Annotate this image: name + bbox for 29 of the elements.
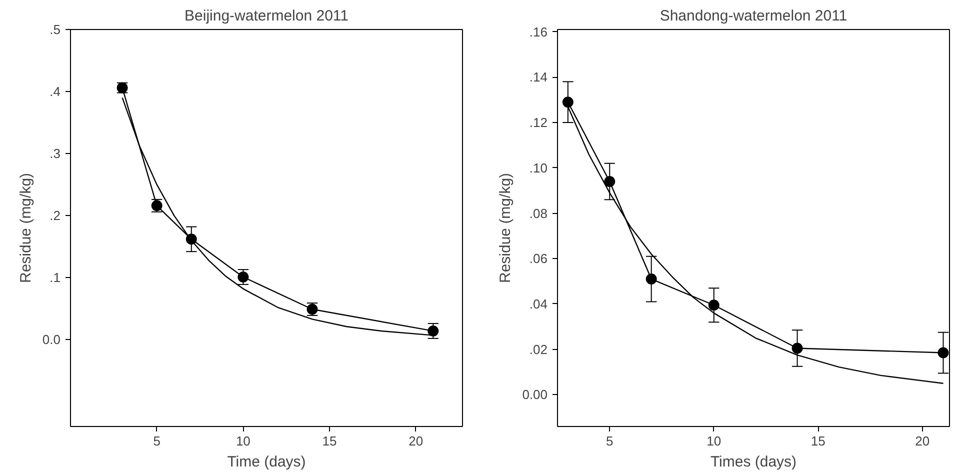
x-axis-title: Times (days) bbox=[710, 454, 797, 470]
y-tick-label: 0.00 bbox=[522, 387, 548, 402]
y-axis-title: Residue (mg/kg) bbox=[17, 172, 34, 284]
x-tick-label: 20 bbox=[915, 434, 930, 448]
x-tick-label: 15 bbox=[322, 434, 337, 448]
y-tick-label: .14 bbox=[529, 70, 548, 85]
x-axis-title: Time (days) bbox=[227, 454, 306, 470]
y-tick-label: .1 bbox=[50, 270, 60, 286]
y-tick-label: .16 bbox=[529, 24, 548, 40]
y-tick-label: .08 bbox=[529, 206, 548, 221]
x-tick-label: 5 bbox=[606, 434, 614, 448]
y-tick-label: .4 bbox=[50, 84, 60, 100]
y-tick-label: .12 bbox=[529, 115, 548, 130]
x-tick-label: 15 bbox=[810, 434, 826, 448]
x-tick-label: 20 bbox=[408, 434, 424, 448]
y-tick-label: .5 bbox=[50, 22, 60, 37]
y-tick-label: .2 bbox=[50, 208, 60, 224]
chart-title: Beijing-watermelon 2011 bbox=[184, 8, 348, 24]
x-tick-label: 5 bbox=[153, 434, 160, 448]
y-tick-label: 0.0 bbox=[42, 332, 61, 348]
x-tick-label: 10 bbox=[236, 434, 250, 448]
x-tick-label: 10 bbox=[706, 434, 722, 448]
y-tick-label: .04 bbox=[529, 296, 548, 312]
chart-title: Shandong-watermelon 2011 bbox=[660, 8, 848, 24]
y-axis-title: Residue (mg/kg) bbox=[497, 172, 514, 284]
y-tick-label: .10 bbox=[529, 160, 548, 176]
y-tick-label: .3 bbox=[50, 146, 60, 162]
y-tick-label: .06 bbox=[529, 251, 548, 266]
y-tick-label: .02 bbox=[529, 342, 548, 357]
